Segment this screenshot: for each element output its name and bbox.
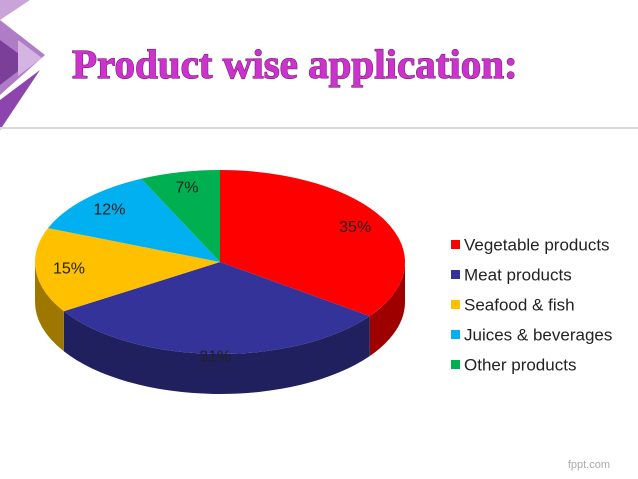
legend-swatch [451,270,460,279]
legend-label: Meat products [464,265,572,284]
pie-slice-side [369,262,405,357]
data-label: 12% [93,202,125,219]
legend-swatch [451,240,460,249]
pie-slice-side [63,311,370,394]
footer: fppt.com [568,459,610,471]
pie-slice [141,170,220,262]
pie-slice [63,262,370,354]
pie-slice [47,178,220,262]
legend-swatch [451,360,460,369]
data-label: 35% [339,219,371,236]
legend-label: Juices & beverages [464,325,612,344]
legend-label: Seafood & fish [464,295,575,314]
pie-slice [35,228,221,312]
legend-label: Other products [464,355,576,374]
slide-title: Product wise application: [72,41,518,87]
legend-swatch [451,330,460,339]
legend-swatch [451,300,460,309]
pie-slice [220,170,405,317]
data-label: 15% [53,260,85,277]
data-label: 31% [199,349,231,366]
pie-slice-side [35,262,64,352]
legend-label: Vegetable products [464,235,610,254]
corner-ornament [0,0,45,130]
data-label: 7% [175,180,198,197]
